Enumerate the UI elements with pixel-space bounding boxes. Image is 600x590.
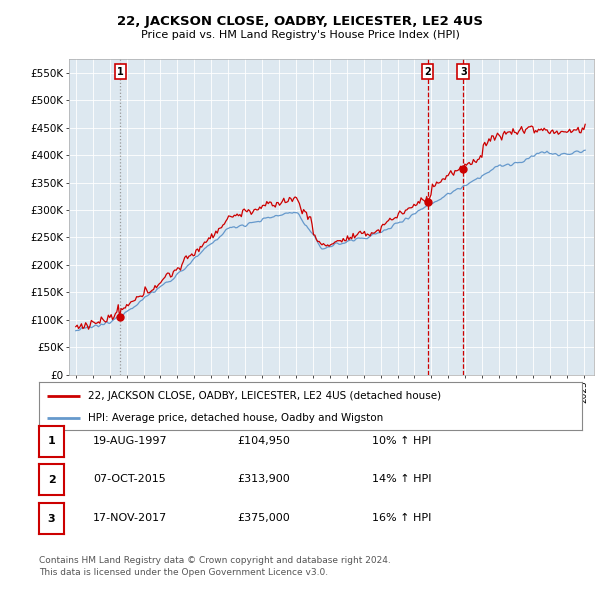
Text: Price paid vs. HM Land Registry's House Price Index (HPI): Price paid vs. HM Land Registry's House … [140,31,460,40]
Text: 3: 3 [48,514,55,523]
Text: Contains HM Land Registry data © Crown copyright and database right 2024.
This d: Contains HM Land Registry data © Crown c… [39,556,391,576]
Text: 2: 2 [424,67,431,77]
Text: 22, JACKSON CLOSE, OADBY, LEICESTER, LE2 4US: 22, JACKSON CLOSE, OADBY, LEICESTER, LE2… [117,15,483,28]
Text: 2: 2 [48,475,55,484]
Text: 14% ↑ HPI: 14% ↑ HPI [372,474,431,484]
Text: 1: 1 [117,67,124,77]
Text: £104,950: £104,950 [237,436,290,445]
Text: 07-OCT-2015: 07-OCT-2015 [93,474,166,484]
Text: 16% ↑ HPI: 16% ↑ HPI [372,513,431,523]
Text: 10% ↑ HPI: 10% ↑ HPI [372,436,431,445]
Text: HPI: Average price, detached house, Oadby and Wigston: HPI: Average price, detached house, Oadb… [88,413,383,422]
Text: 1: 1 [48,437,55,446]
Text: 3: 3 [460,67,467,77]
Text: 22, JACKSON CLOSE, OADBY, LEICESTER, LE2 4US (detached house): 22, JACKSON CLOSE, OADBY, LEICESTER, LE2… [88,391,441,401]
Text: £313,900: £313,900 [237,474,290,484]
Text: £375,000: £375,000 [237,513,290,523]
Text: 17-NOV-2017: 17-NOV-2017 [93,513,167,523]
Text: 19-AUG-1997: 19-AUG-1997 [93,436,167,445]
